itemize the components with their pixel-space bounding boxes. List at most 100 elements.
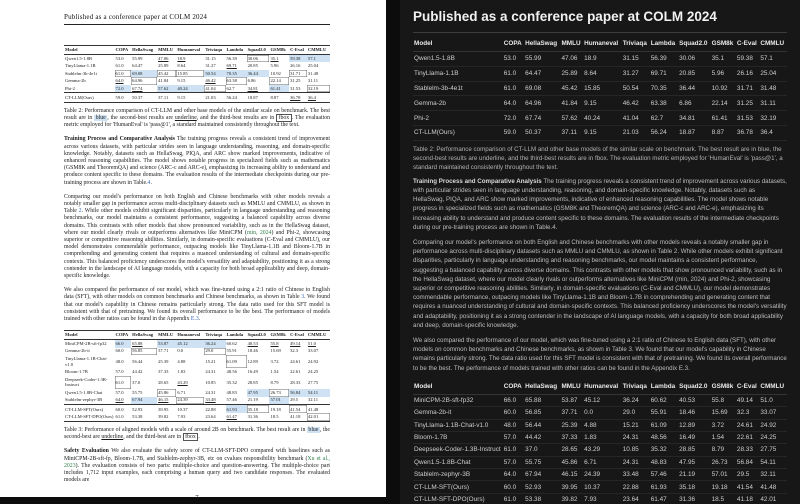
metric-value-cell: 31.48 [307, 70, 319, 76]
text-segment: ) and Phi-2, showcasing superior or comp… [64, 229, 330, 280]
metric-value-cell: 69.71 [226, 63, 237, 69]
metric-value-cell: 67.74 [524, 110, 561, 126]
text-segment: underline [174, 114, 197, 121]
metric-value-cell: 69.08 [131, 69, 158, 78]
column-header: Triviaqa [204, 45, 226, 55]
metric-value-cell: 40.24 [176, 84, 205, 93]
metric-value-cell: 31.36 [247, 414, 258, 420]
metric-value-cell: 49.14 [735, 394, 760, 408]
column-header: CMMLU [306, 330, 330, 341]
metric-value-cell: 3.72 [270, 358, 279, 364]
metric-value-cell: 21.03 [621, 124, 650, 141]
metric-value-cell: 1.83 [177, 369, 186, 375]
table-2-caption: Table 2: Performance comparison of CT-LL… [64, 108, 330, 130]
column-header: Humaneval [583, 36, 622, 52]
column-header: GSM8k [269, 45, 290, 55]
table-row: Gemma-2b 64.0 64.96 41.84 9.15 46.42 63.38 6.86… [413, 95, 787, 112]
metric-value-cell: 49.14 [290, 340, 301, 346]
metric-value-cell: 10.85 [621, 443, 650, 457]
metric-value-cell: 57.0 [115, 369, 124, 375]
metric-value-cell: 1.83 [583, 431, 622, 445]
metric-value-cell: 64.96 [131, 77, 157, 85]
metric-value-cell: 40.53 [247, 340, 258, 346]
text-segment: 3 [628, 346, 632, 354]
metric-value-cell: 57.46 [649, 468, 679, 482]
metric-value-cell: 22.14 [269, 77, 289, 85]
column-header: C-Eval [735, 378, 760, 395]
metric-value-cell: 48.83 [649, 456, 679, 470]
metric-value-cell: 55.99 [132, 55, 143, 61]
column-header: C-Eval [289, 45, 307, 55]
column-header: Squad2.0 [246, 330, 270, 341]
metric-value-cell: 31.11 [307, 78, 319, 84]
column-header: Lambda [649, 378, 679, 395]
column-header: MMLU [560, 378, 584, 395]
table-row: Gemma-2b 64.0 64.96 41.84 9.15 46.42 63.38 6.86… [64, 77, 330, 85]
metric-value-cell: 16.49 [247, 369, 258, 375]
text-segment: min, 2024 [246, 229, 272, 236]
metric-value-cell: 37.11 [157, 92, 177, 103]
metric-value-cell: 45.12 [176, 339, 205, 348]
text-segment: We also compared the performance of our … [64, 287, 330, 301]
metric-value-cell: 50.54 [621, 81, 650, 97]
metric-value-cell: 24.39 [583, 468, 622, 482]
metric-value-cell: 10.92 [270, 70, 281, 76]
metric-value-cell: 24.92 [307, 358, 319, 364]
column-header: Humaneval [176, 45, 205, 55]
metric-value-cell: 18.46 [678, 406, 711, 420]
table-row: Gemma-2b-it 60.0 56.85 37.71 0.0 29.0 55.91 18.… [64, 348, 330, 356]
metric-value-cell: 30.06 [247, 54, 270, 62]
table-header-row: Model COPA HellaSwag MMLU Humaneval Triviaqa L… [64, 330, 330, 341]
comparing-performance-paragraph: Comparing our model's performance on bot… [64, 194, 330, 280]
column-header: GSM8k [710, 36, 736, 52]
text-segment: Training Process and Comparative Analysi… [413, 177, 542, 185]
metric-value-cell: 69.71 [649, 66, 679, 82]
metric-value-cell: 59.38 [735, 51, 760, 67]
metric-value-cell: 22.88 [621, 480, 650, 494]
metric-value-cell: 41.84 [560, 95, 584, 112]
metric-value-cell: 51.0 [307, 340, 316, 346]
text-segment: We also compared the performance of our … [413, 336, 777, 354]
text-segment: . While other models exhibit significant… [413, 248, 783, 283]
table-row: Bloom-1.7B 57.0 44.42 37.33 1.83 24.31 48.56 16… [64, 368, 330, 376]
metric-value-cell: 61.41 [269, 84, 290, 93]
metric-value-cell: 22.88 [204, 404, 226, 414]
metric-value-cell: 25.89 [560, 66, 584, 82]
model-name-cell: Qwen1.5-1.8B-Chat [413, 456, 503, 470]
metric-value-cell: 61.0 [502, 493, 525, 504]
metric-value-cell: 33.07 [307, 348, 319, 354]
column-header: HellaSwag [524, 378, 561, 395]
metric-value-cell: 60.0 [502, 406, 525, 420]
metric-value-cell: 45.42 [560, 81, 584, 97]
text-segment: blue [94, 114, 108, 121]
metric-value-cell: 56.85 [131, 348, 157, 356]
metric-value-cell: 4.88 [177, 358, 186, 364]
column-header: CMMLU [759, 378, 787, 395]
text-segment: . [555, 223, 558, 231]
metric-value-cell: 57.01 [710, 468, 736, 482]
metric-value-cell: 28.85 [247, 379, 258, 385]
metric-value-cell: 25.04 [307, 63, 319, 69]
column-header: COPA [502, 378, 525, 395]
metric-value-cell: 57.1 [306, 54, 330, 63]
metric-value-cell: 39.95 [157, 404, 177, 414]
metric-value-cell: 39.82 [158, 414, 169, 420]
metric-value-cell: 67.94 [131, 396, 158, 405]
metric-value-cell: 64.47 [132, 63, 143, 69]
metric-value-cell: 67.94 [524, 468, 561, 482]
model-name-cell: CT-LLM-SFT(Ours) [64, 404, 115, 414]
metric-value-cell: 45.86 [560, 456, 584, 470]
metric-value-cell: 28.65 [158, 379, 169, 385]
metric-value-cell: 18.87 [678, 124, 711, 141]
metric-value-cell: 41.04 [621, 110, 650, 126]
metric-value-cell: 15.85 [583, 81, 622, 97]
model-name-cell: Gemma-2b-it [413, 406, 503, 420]
metric-value-cell: 50.37 [524, 124, 561, 141]
metric-value-cell: 57.01 [269, 396, 290, 405]
metric-value-cell: 21.19 [678, 468, 711, 482]
training-process-paragraph: Training Process and Comparative Analysi… [413, 177, 787, 232]
model-name-cell: Stablelm-zephyr-3B [413, 468, 503, 482]
metric-value-cell: 5.96 [270, 63, 279, 69]
text-segment: blue [757, 145, 770, 153]
